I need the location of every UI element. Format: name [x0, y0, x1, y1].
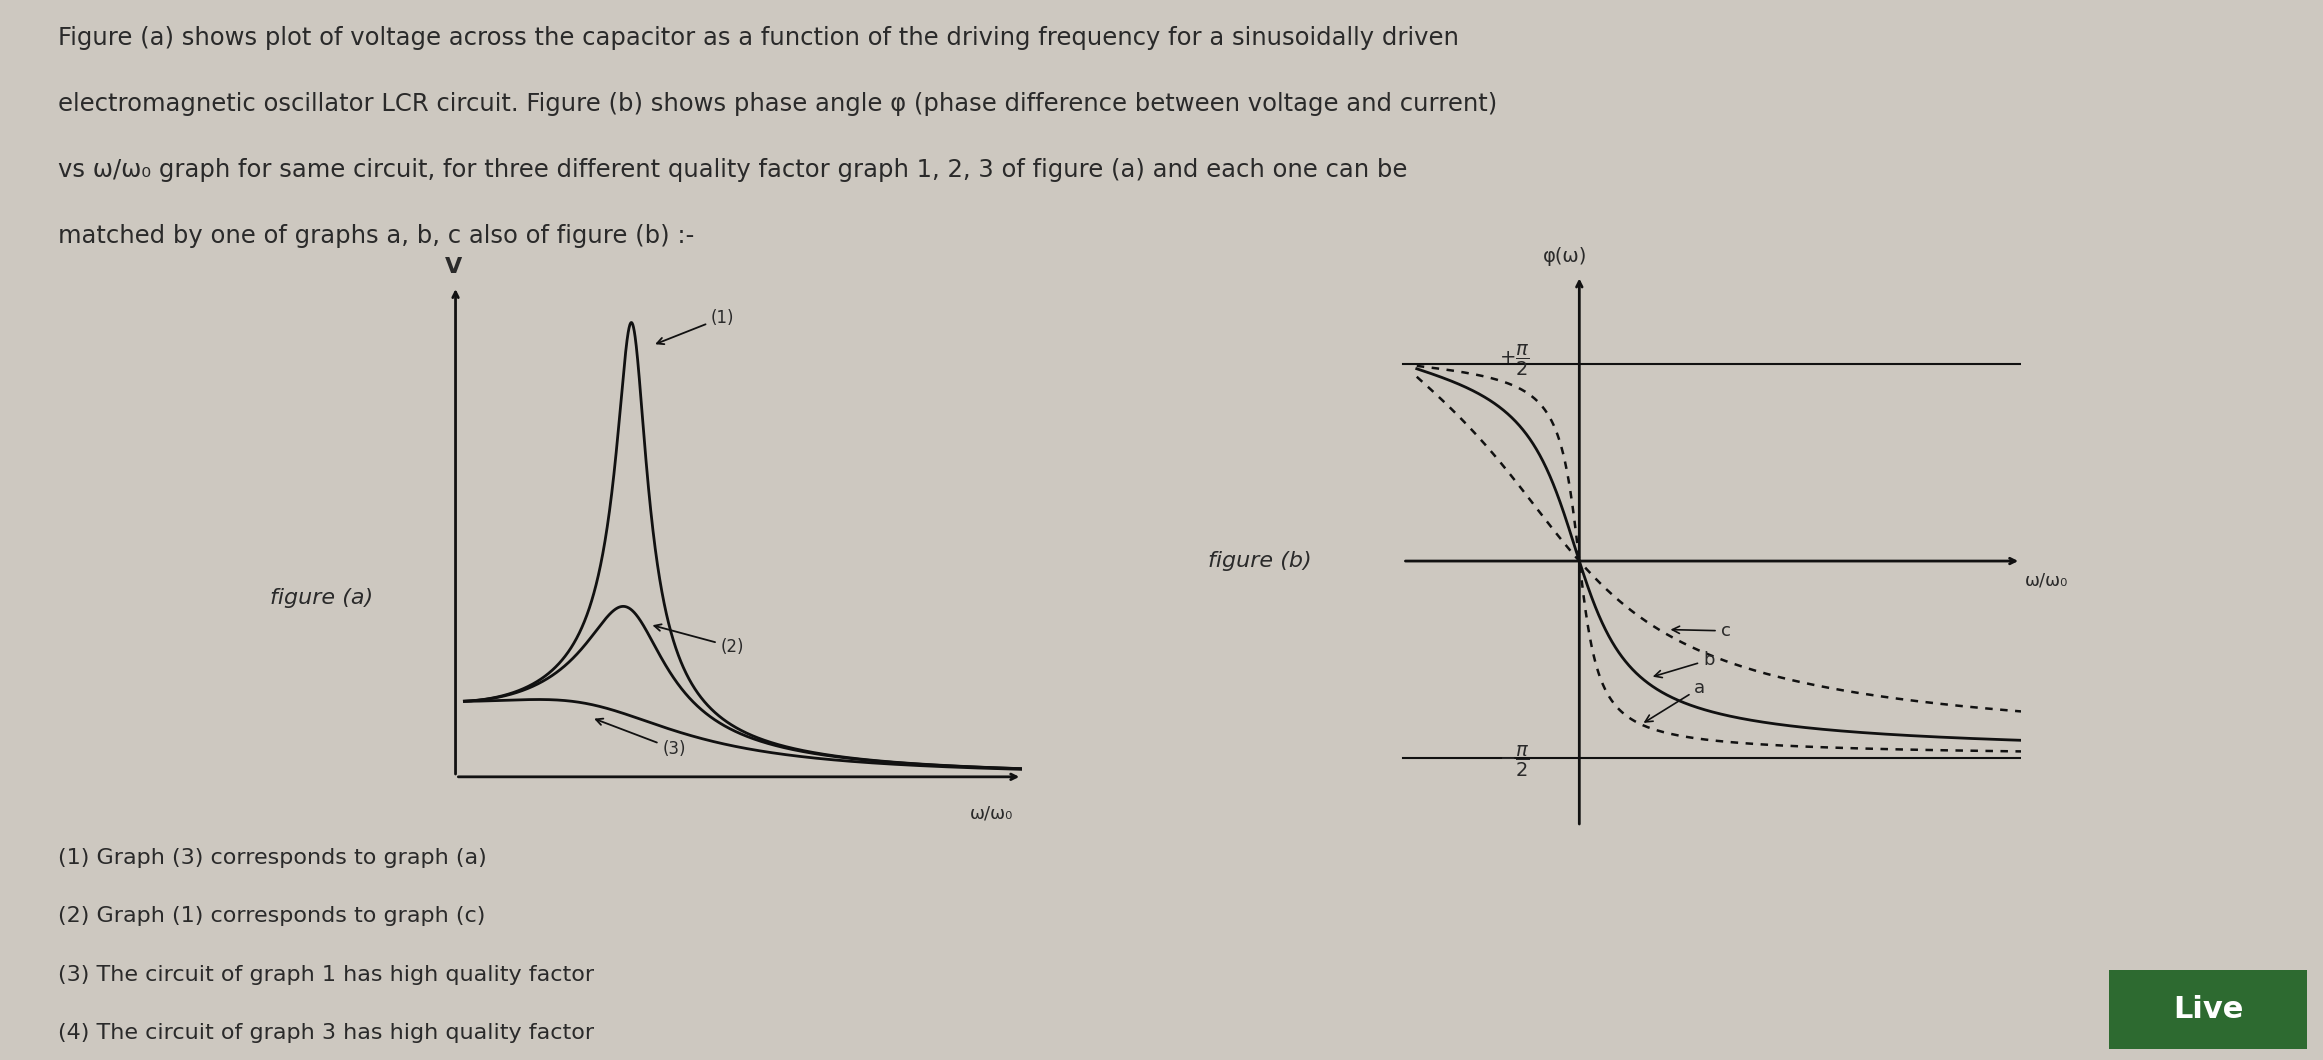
Text: ω/ω₀: ω/ω₀: [971, 805, 1013, 823]
Text: c: c: [1673, 622, 1731, 640]
Text: b: b: [1654, 651, 1714, 677]
Text: electromagnetic oscillator LCR circuit. Figure (b) shows phase angle φ (phase di: electromagnetic oscillator LCR circuit. …: [58, 92, 1498, 117]
Text: Live: Live: [2172, 995, 2244, 1024]
Text: (3) The circuit of graph 1 has high quality factor: (3) The circuit of graph 1 has high qual…: [58, 965, 595, 985]
Text: (1): (1): [657, 308, 734, 344]
Text: (3): (3): [597, 719, 685, 758]
Text: (2): (2): [655, 624, 743, 656]
Text: V: V: [446, 258, 462, 277]
Text: $+\dfrac{\pi}{2}$: $+\dfrac{\pi}{2}$: [1498, 342, 1531, 378]
Text: figure (b): figure (b): [1208, 551, 1312, 571]
Text: (1) Graph (3) corresponds to graph (a): (1) Graph (3) corresponds to graph (a): [58, 848, 488, 868]
Text: (2) Graph (1) corresponds to graph (c): (2) Graph (1) corresponds to graph (c): [58, 906, 486, 926]
Text: matched by one of graphs a, b, c also of figure (b) :-: matched by one of graphs a, b, c also of…: [58, 224, 695, 248]
Text: ω/ω₀: ω/ω₀: [2026, 571, 2067, 589]
Text: $-\dfrac{\pi}{2}$: $-\dfrac{\pi}{2}$: [1498, 744, 1531, 779]
Text: φ(ω): φ(ω): [1542, 247, 1587, 266]
Text: figure (a): figure (a): [269, 588, 372, 608]
Text: vs ω/ω₀ graph for same circuit, for three different quality factor graph 1, 2, 3: vs ω/ω₀ graph for same circuit, for thre…: [58, 158, 1408, 182]
Text: Figure (a) shows plot of voltage across the capacitor as a function of the drivi: Figure (a) shows plot of voltage across …: [58, 26, 1459, 51]
Text: a: a: [1645, 679, 1705, 722]
Text: (4) The circuit of graph 3 has high quality factor: (4) The circuit of graph 3 has high qual…: [58, 1023, 595, 1043]
